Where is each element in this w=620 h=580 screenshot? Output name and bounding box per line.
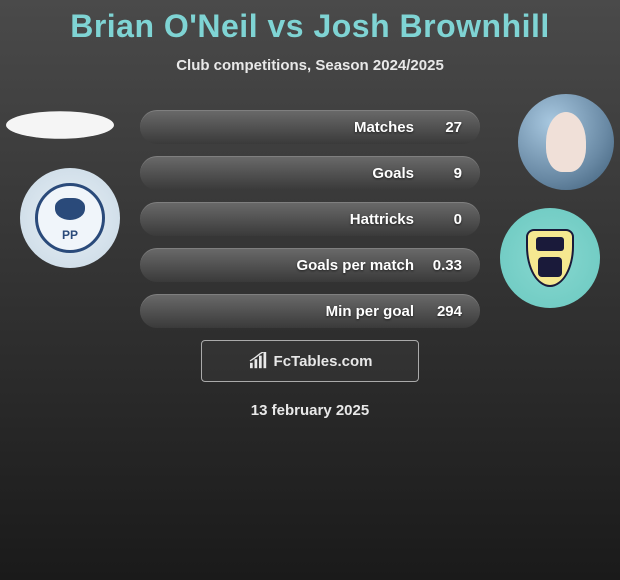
stat-row: Matches 27 xyxy=(140,110,480,144)
stat-right-value: 9 xyxy=(422,165,462,182)
page-title: Brian O'Neil vs Josh Brownhill xyxy=(0,0,620,45)
club-badge-left xyxy=(20,168,120,268)
stat-label: Goals xyxy=(198,165,422,182)
stat-right-value: 294 xyxy=(422,303,462,320)
date-text: 13 february 2025 xyxy=(0,402,620,419)
stat-right-value: 27 xyxy=(422,119,462,136)
player-right-avatar xyxy=(518,94,614,190)
stat-label: Hattricks xyxy=(198,211,422,228)
club-badge-right xyxy=(500,208,600,308)
brand-text: FcTables.com xyxy=(274,353,373,370)
stat-right-value: 0 xyxy=(422,211,462,228)
stat-label: Matches xyxy=(198,119,422,136)
chart-icon xyxy=(248,352,270,370)
stat-label: Min per goal xyxy=(198,303,422,320)
subtitle: Club competitions, Season 2024/2025 xyxy=(0,57,620,74)
stat-row: Min per goal 294 xyxy=(140,294,480,328)
stats-list: Matches 27 Goals 9 Hattricks 0 Goals per… xyxy=(140,104,480,328)
stat-row: Goals 9 xyxy=(140,156,480,190)
comparison-content: Matches 27 Goals 9 Hattricks 0 Goals per… xyxy=(0,104,620,419)
brand-watermark: FcTables.com xyxy=(201,340,419,382)
player-left-avatar xyxy=(6,111,114,139)
stat-row: Goals per match 0.33 xyxy=(140,248,480,282)
stat-label: Goals per match xyxy=(198,257,422,274)
stat-right-value: 0.33 xyxy=(422,257,462,274)
stat-row: Hattricks 0 xyxy=(140,202,480,236)
